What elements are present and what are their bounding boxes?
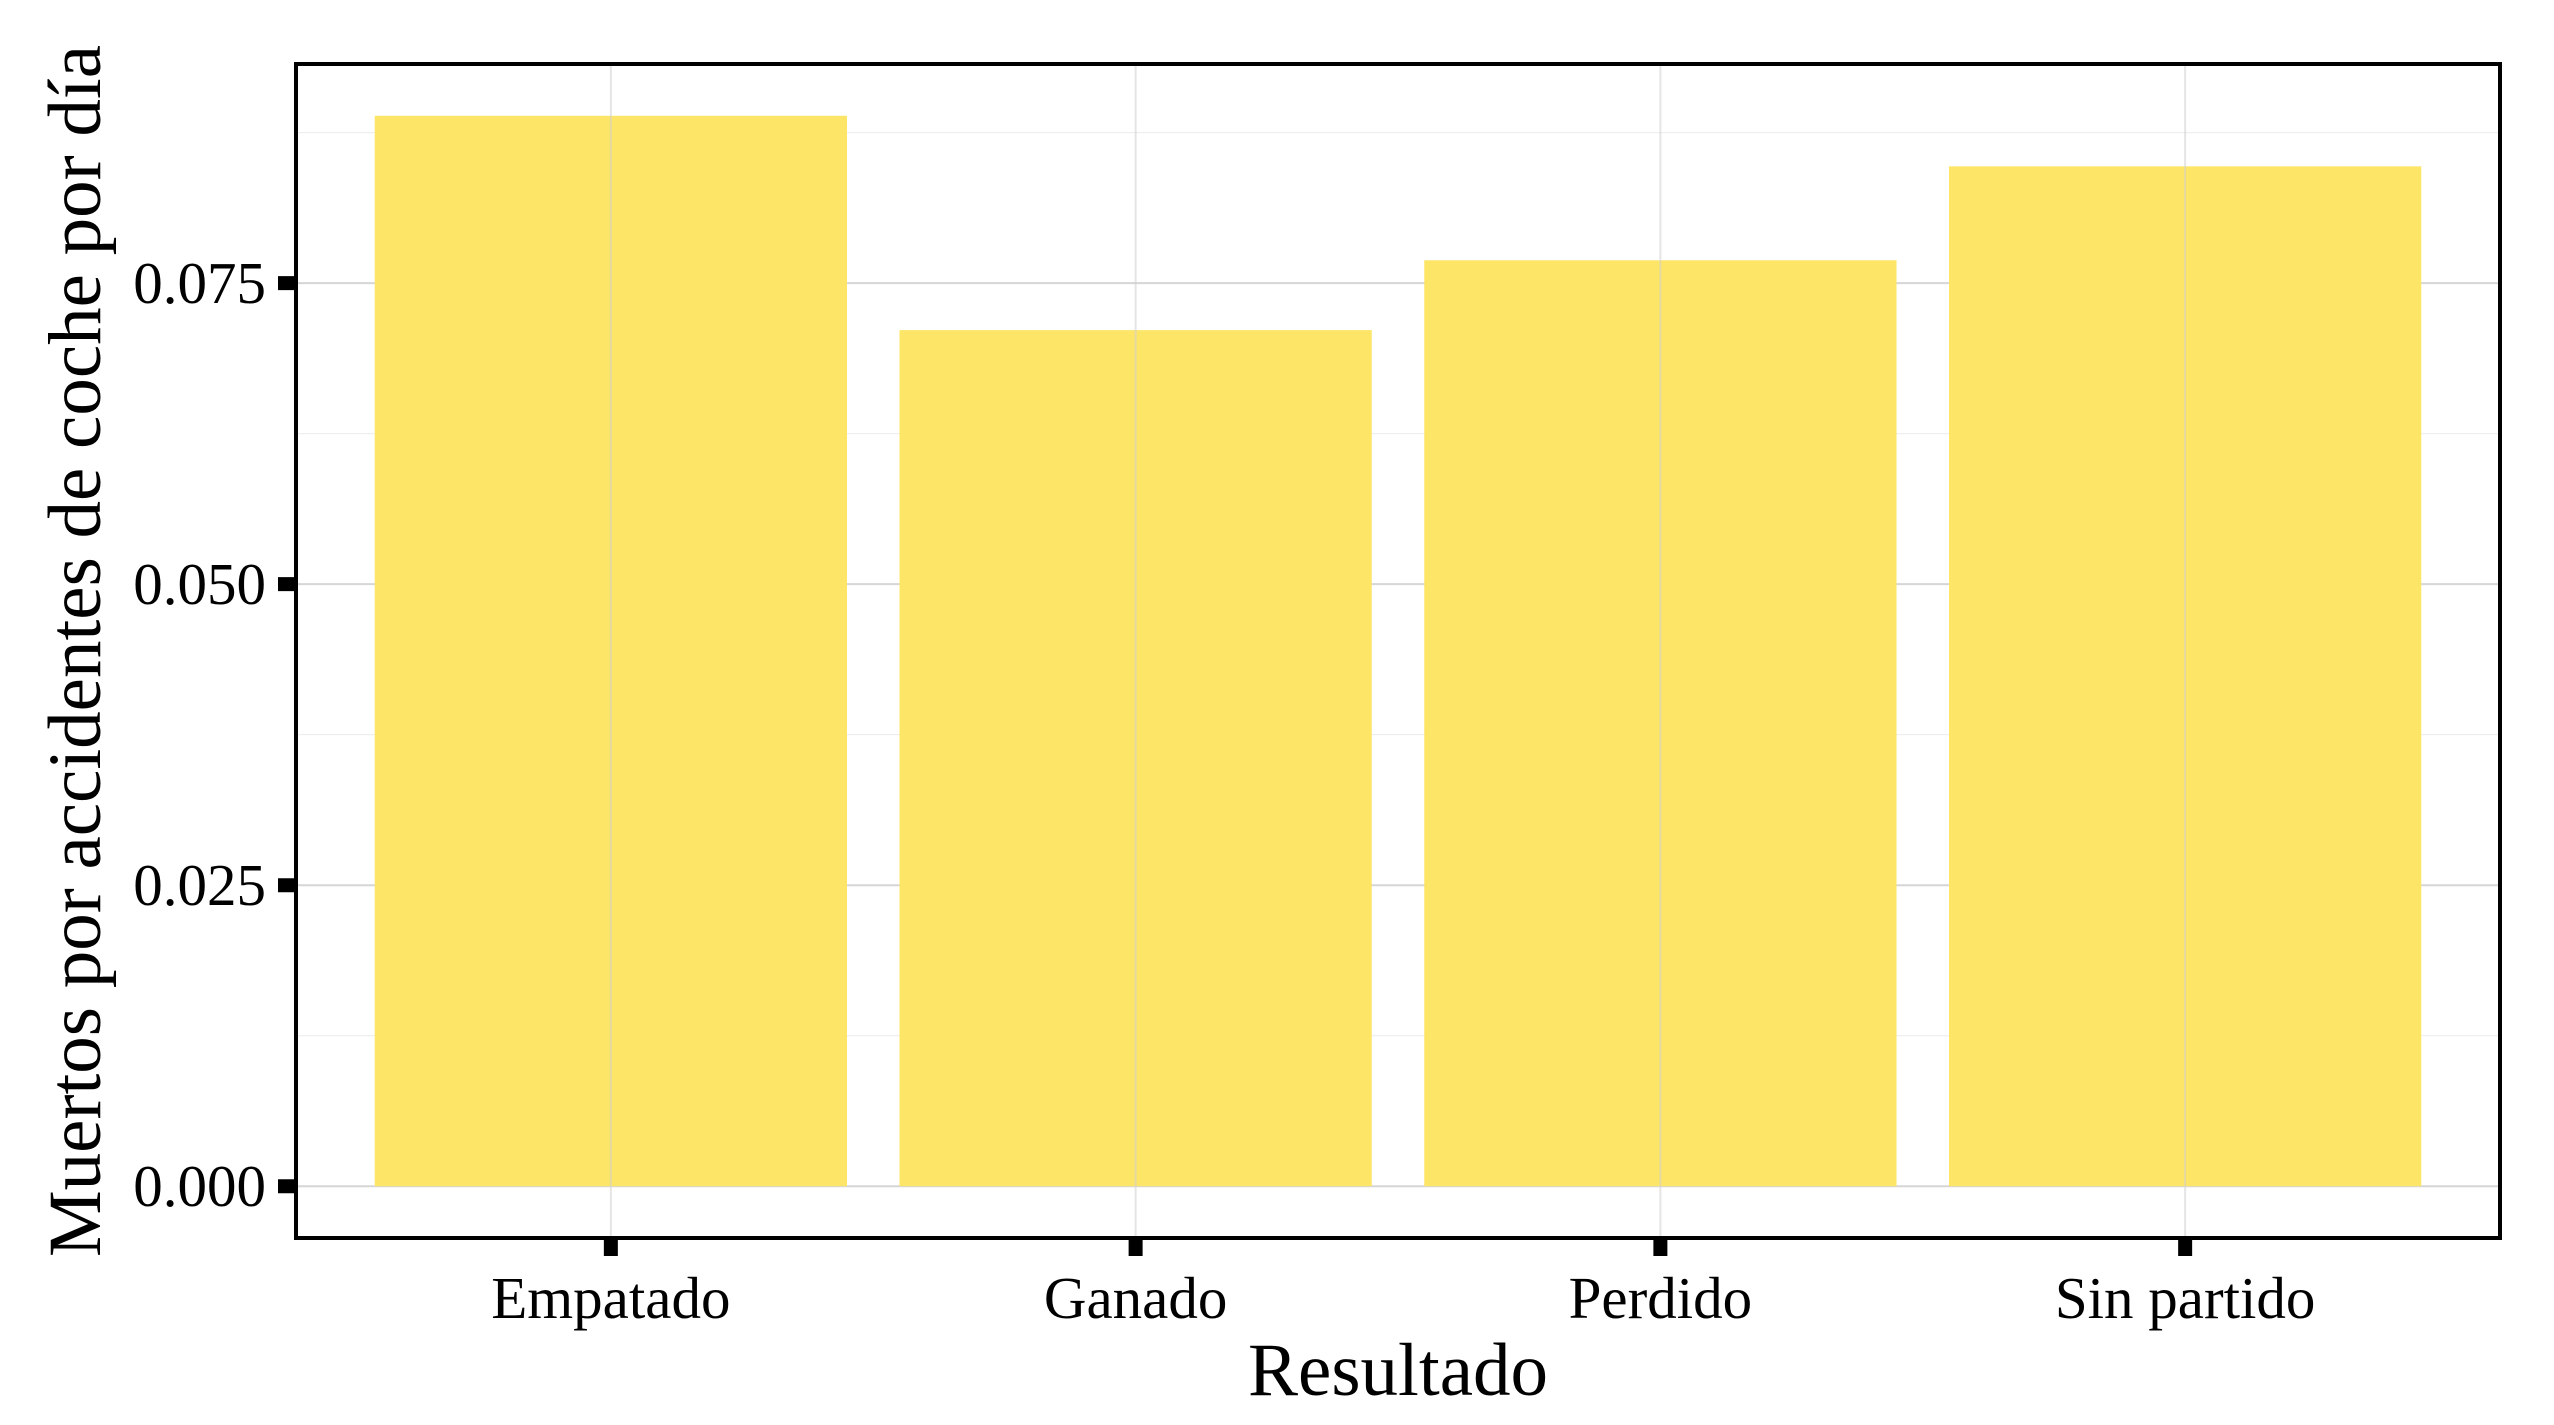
x-axis-title: Resultado xyxy=(1248,1329,1548,1412)
x-tick-label: Empatado xyxy=(491,1265,730,1331)
x-tick-label: Perdido xyxy=(1569,1265,1753,1331)
x-tick-label: Ganado xyxy=(1044,1265,1227,1331)
x-axis-ticks: Empatado Ganado Perdido Sin partido xyxy=(491,1238,2315,1331)
y-axis-ticks: 0.000 0.025 0.050 0.075 xyxy=(133,250,296,1219)
plot-panel-border xyxy=(294,62,2502,1240)
y-tick-label: 0.025 xyxy=(133,852,266,918)
y-tick-label: 0.075 xyxy=(133,250,266,316)
x-tick-label: Sin partido xyxy=(2055,1265,2316,1331)
y-tick-label: 0.050 xyxy=(133,551,266,617)
y-axis-title: Muertos por accidentes de coche por día xyxy=(34,45,117,1257)
y-tick-label: 0.000 xyxy=(133,1153,266,1219)
